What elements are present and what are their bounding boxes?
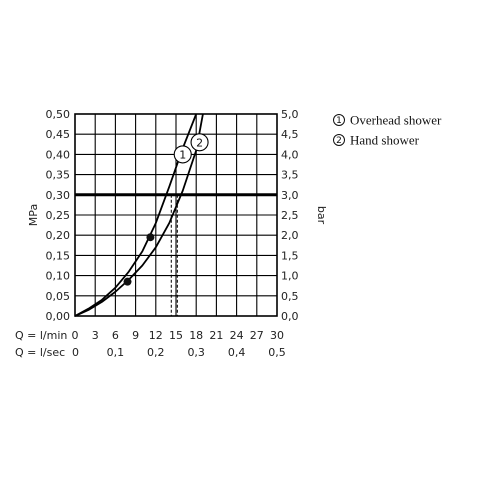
x-tick-label: 3 bbox=[92, 329, 99, 342]
x-tick-label: 27 bbox=[250, 329, 264, 342]
x-tick-label: 12 bbox=[149, 329, 163, 342]
curve-marker-2 bbox=[190, 133, 209, 152]
curve-marker-2-text: 2 bbox=[196, 136, 203, 149]
legend-label-1: Overhead shower bbox=[350, 113, 442, 128]
y-tick-label-left: 0,50 bbox=[46, 108, 71, 121]
x-axis-label-lmin: Q = l/min bbox=[15, 329, 67, 342]
y-tick-label-right: 5,0 bbox=[281, 108, 299, 121]
y-axis-label-left: MPa bbox=[27, 204, 40, 226]
grid bbox=[74, 113, 278, 317]
legend-marker-2 bbox=[333, 134, 345, 146]
curve-marker-1 bbox=[173, 145, 192, 164]
x-tick-label: 18 bbox=[189, 329, 203, 342]
x-tick-label: 6 bbox=[112, 329, 119, 342]
y-tick-label-left: 0,25 bbox=[46, 209, 71, 222]
x2-tick-label: 0 bbox=[72, 346, 79, 359]
legend-item-overhead-shower: 1 Overhead shower bbox=[333, 113, 442, 128]
y-tick-label-right: 3,0 bbox=[281, 189, 299, 202]
legend-marker-1 bbox=[333, 114, 345, 126]
y-axis-label-right: bar bbox=[315, 206, 328, 225]
curve-1 bbox=[74, 113, 198, 317]
x2-tick-label: 0,5 bbox=[268, 346, 286, 359]
x2-tick-label: 0,2 bbox=[147, 346, 165, 359]
y-tick-label-left: 0,45 bbox=[46, 128, 71, 141]
y-tick-label-left: 0,05 bbox=[46, 290, 71, 303]
x2-tick-label: 0,4 bbox=[228, 346, 246, 359]
y-tick-label-left: 0,10 bbox=[46, 270, 71, 283]
x-tick-label: 0 bbox=[72, 329, 79, 342]
curve-2 bbox=[74, 113, 204, 317]
y-tick-label-left: 0,20 bbox=[46, 229, 71, 242]
x2-tick-label: 0,3 bbox=[187, 346, 205, 359]
x-tick-label: 9 bbox=[132, 329, 139, 342]
legend: 1 Overhead shower 2 Hand shower bbox=[333, 113, 442, 148]
x2-tick-label: 0,1 bbox=[107, 346, 125, 359]
x-tick-label: 21 bbox=[209, 329, 223, 342]
legend-label-2: Hand shower bbox=[350, 133, 420, 148]
curves-layer: 12 bbox=[74, 113, 209, 317]
y-tick-label-left: 0,00 bbox=[46, 310, 71, 323]
legend-item-hand-shower: 2 Hand shower bbox=[333, 133, 420, 148]
y-tick-label-left: 0,15 bbox=[46, 249, 71, 262]
y-tick-label-right: 1,0 bbox=[281, 270, 299, 283]
y-tick-label-right: 2,0 bbox=[281, 229, 299, 242]
y-tick-label-right: 4,0 bbox=[281, 148, 299, 161]
y-tick-label-right: 0,5 bbox=[281, 290, 299, 303]
x-axis-label-lsec: Q = l/sec bbox=[15, 346, 65, 359]
y-tick-label-right: 4,5 bbox=[281, 128, 299, 141]
axes-layer: 0 3 6 9 12 15 18 21 24 27 300,00 0,00,05 0,50,10 1,00… bbox=[46, 108, 299, 359]
y-tick-label-left: 0,40 bbox=[46, 148, 71, 161]
x-tick-label: 15 bbox=[169, 329, 183, 342]
x-tick-label: 30 bbox=[270, 329, 284, 342]
legend-marker-2-text: 2 bbox=[336, 136, 342, 146]
y-tick-label-right: 0,0 bbox=[281, 310, 299, 323]
y-tick-label-right: 3,5 bbox=[281, 169, 299, 182]
y-tick-label-left: 0,35 bbox=[46, 169, 71, 182]
y-tick-label-right: 1,5 bbox=[281, 249, 299, 262]
x-tick-label: 24 bbox=[230, 329, 244, 342]
y-tick-label-left: 0,30 bbox=[46, 189, 71, 202]
data-point bbox=[123, 277, 132, 286]
y-tick-label-right: 2,5 bbox=[281, 209, 299, 222]
legend-marker-1-text: 1 bbox=[336, 116, 342, 126]
curve-marker-1-text: 1 bbox=[179, 148, 186, 161]
data-point bbox=[146, 233, 155, 242]
